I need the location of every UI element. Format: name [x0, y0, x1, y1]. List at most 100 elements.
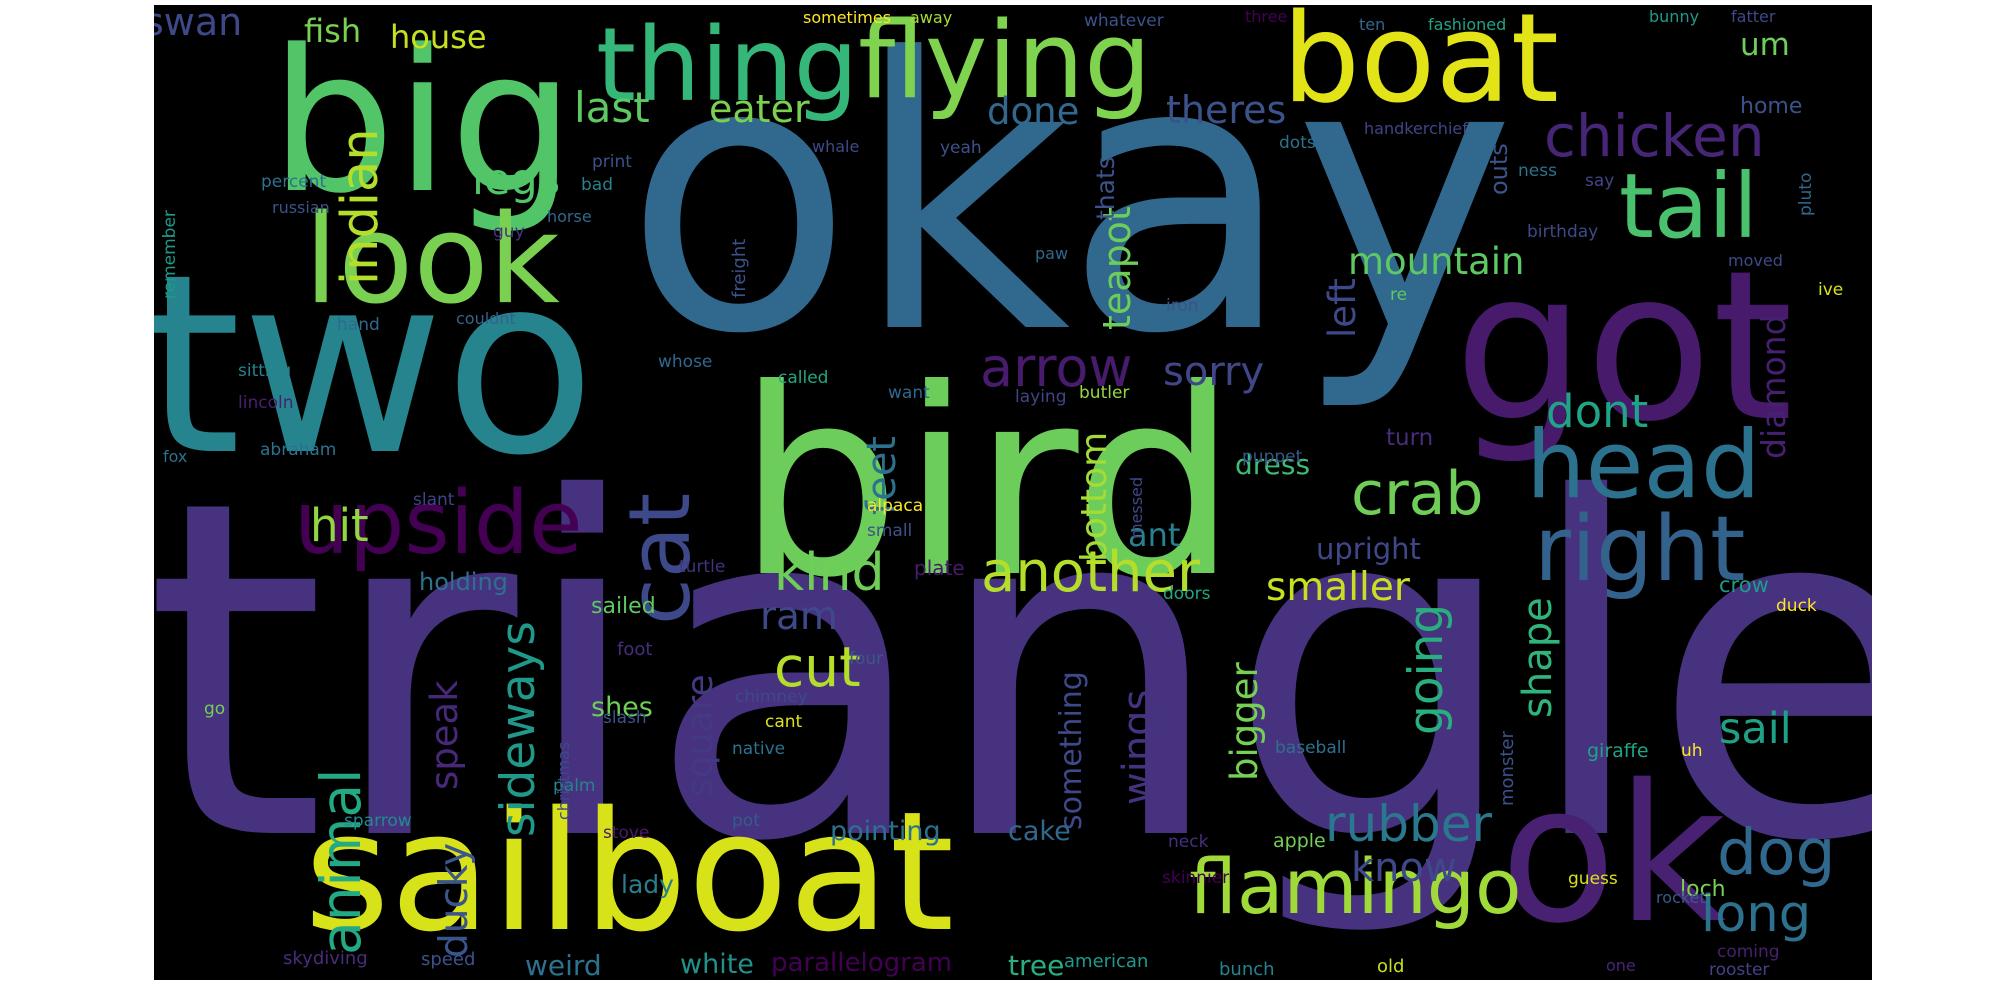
- word-eater: eater: [709, 87, 810, 131]
- word-head: head: [1526, 411, 1761, 520]
- word-baseball: baseball: [1275, 738, 1346, 758]
- word-sailboat: sailboat: [304, 776, 954, 968]
- word-fashioned: fashioned: [1428, 15, 1506, 34]
- word-ram: ram: [760, 594, 838, 639]
- word-little: little: [1167, 196, 1205, 216]
- word-diamond: diamond: [1754, 314, 1793, 459]
- word-pot: pot: [732, 811, 760, 831]
- word-tail: tail: [1619, 154, 1758, 258]
- word-done: done: [987, 90, 1079, 133]
- word-moved: moved: [1728, 251, 1783, 270]
- word-puppet: puppet: [1242, 447, 1303, 467]
- word-bunny: bunny: [1649, 7, 1699, 26]
- word-ness: ness: [1518, 161, 1557, 181]
- word-iron: iron: [1166, 296, 1199, 316]
- word-abraham: abraham: [260, 440, 336, 460]
- word-tree: tree: [1008, 949, 1064, 980]
- word-feet: feet: [859, 436, 905, 515]
- word-whatever: whatever: [1084, 11, 1164, 31]
- word-guess: guess: [1568, 869, 1618, 889]
- word-white: white: [680, 949, 754, 980]
- word-legs: legs: [472, 155, 560, 205]
- word-wings: wings: [1115, 690, 1161, 805]
- word-shes: shes: [591, 692, 653, 723]
- word-big: big: [270, 8, 575, 237]
- word-shape: shape: [1515, 597, 1561, 718]
- word-crab: crab: [1351, 459, 1484, 529]
- word-chicken: chicken: [1544, 102, 1765, 170]
- word-turn: turn: [1386, 425, 1433, 451]
- word-last: last: [574, 83, 650, 132]
- word-monster: monster: [1497, 731, 1518, 806]
- word-fatter: fatter: [1731, 7, 1776, 26]
- word-indian: indian: [331, 128, 390, 285]
- word-russian: russian: [272, 198, 330, 217]
- word-okay: okay: [624, 5, 1516, 416]
- word-crow: crow: [1719, 573, 1769, 597]
- word-ducky: ducky: [432, 843, 477, 958]
- word-long: long: [1701, 885, 1811, 944]
- word-boat: boat: [1282, 5, 1559, 131]
- word-yeah: yeah: [940, 138, 982, 158]
- word-cant: cant: [765, 712, 803, 732]
- word-sail: sail: [1719, 704, 1792, 754]
- word-cat: cat: [611, 493, 710, 625]
- word-mountain: mountain: [1348, 240, 1525, 283]
- word-fox: fox: [163, 447, 187, 466]
- word-butler: butler: [1079, 383, 1129, 403]
- word-print: print: [592, 152, 632, 172]
- word-triangle: triangle: [154, 401, 1872, 943]
- word-another: another: [981, 540, 1201, 605]
- word-guy: guy: [493, 222, 525, 242]
- word-handkerchief: handkerchief: [1364, 119, 1468, 138]
- word-got: got: [1454, 226, 1793, 467]
- word-hit: hit: [310, 499, 369, 552]
- word-bigger: bigger: [1223, 661, 1266, 781]
- word-want: want: [888, 383, 930, 403]
- word-horse: horse: [547, 207, 592, 226]
- word-cut: cut: [774, 635, 861, 699]
- word-upright: upright: [1316, 532, 1421, 566]
- word-parallelogram: parallelogram: [771, 948, 952, 978]
- word-cloud-panel: triangle okay bird two sailboat got big ok boat f…: [154, 5, 1872, 980]
- word-animal: animal: [309, 769, 373, 955]
- word-called: called: [778, 368, 828, 388]
- word-sailed: sailed: [591, 594, 656, 619]
- word-plate: plate: [914, 556, 965, 580]
- word-go: go: [204, 699, 225, 719]
- word-uh: uh: [1681, 741, 1703, 761]
- word-flying: flying: [858, 5, 1151, 122]
- word-sitting: sitting: [238, 361, 291, 381]
- word-arrow: arrow: [980, 336, 1133, 399]
- word-foot: foot: [617, 639, 652, 660]
- word-percent: percent: [261, 172, 326, 192]
- word-lady: lady: [621, 870, 674, 899]
- word-bunch: bunch: [1219, 959, 1275, 980]
- word-palm: palm: [553, 776, 596, 796]
- word-dots: dots: [1279, 133, 1316, 153]
- word-speak: speak: [423, 680, 466, 790]
- word-sideways: sideways: [491, 621, 546, 837]
- word-four: four: [849, 649, 883, 669]
- word-christmas: christmas: [554, 742, 573, 820]
- word-speed: speed: [421, 949, 475, 970]
- word-three: three: [1245, 7, 1287, 26]
- word-dog: dog: [1717, 816, 1836, 889]
- word-say: say: [1585, 171, 1614, 191]
- word-fish: fish: [304, 12, 361, 50]
- word-ant: ant: [1128, 516, 1180, 554]
- word-birthday: birthday: [1527, 222, 1598, 242]
- word-remember: remember: [160, 210, 180, 299]
- word-theres: theres: [1166, 88, 1286, 132]
- word-skinnier: skinnier: [1162, 868, 1229, 888]
- word-loch: loch: [1680, 877, 1726, 902]
- word-something: something: [1054, 671, 1089, 830]
- word-kind: kind: [774, 543, 885, 603]
- word-cake: cake: [1008, 816, 1071, 847]
- word-couldnt: couldnt: [456, 309, 516, 328]
- word-skydiving: skydiving: [283, 948, 368, 969]
- word-coming: coming: [1717, 942, 1780, 962]
- word-turtle: turtle: [679, 557, 725, 577]
- word-paw: paw: [1035, 244, 1068, 263]
- word-look: look: [304, 189, 560, 332]
